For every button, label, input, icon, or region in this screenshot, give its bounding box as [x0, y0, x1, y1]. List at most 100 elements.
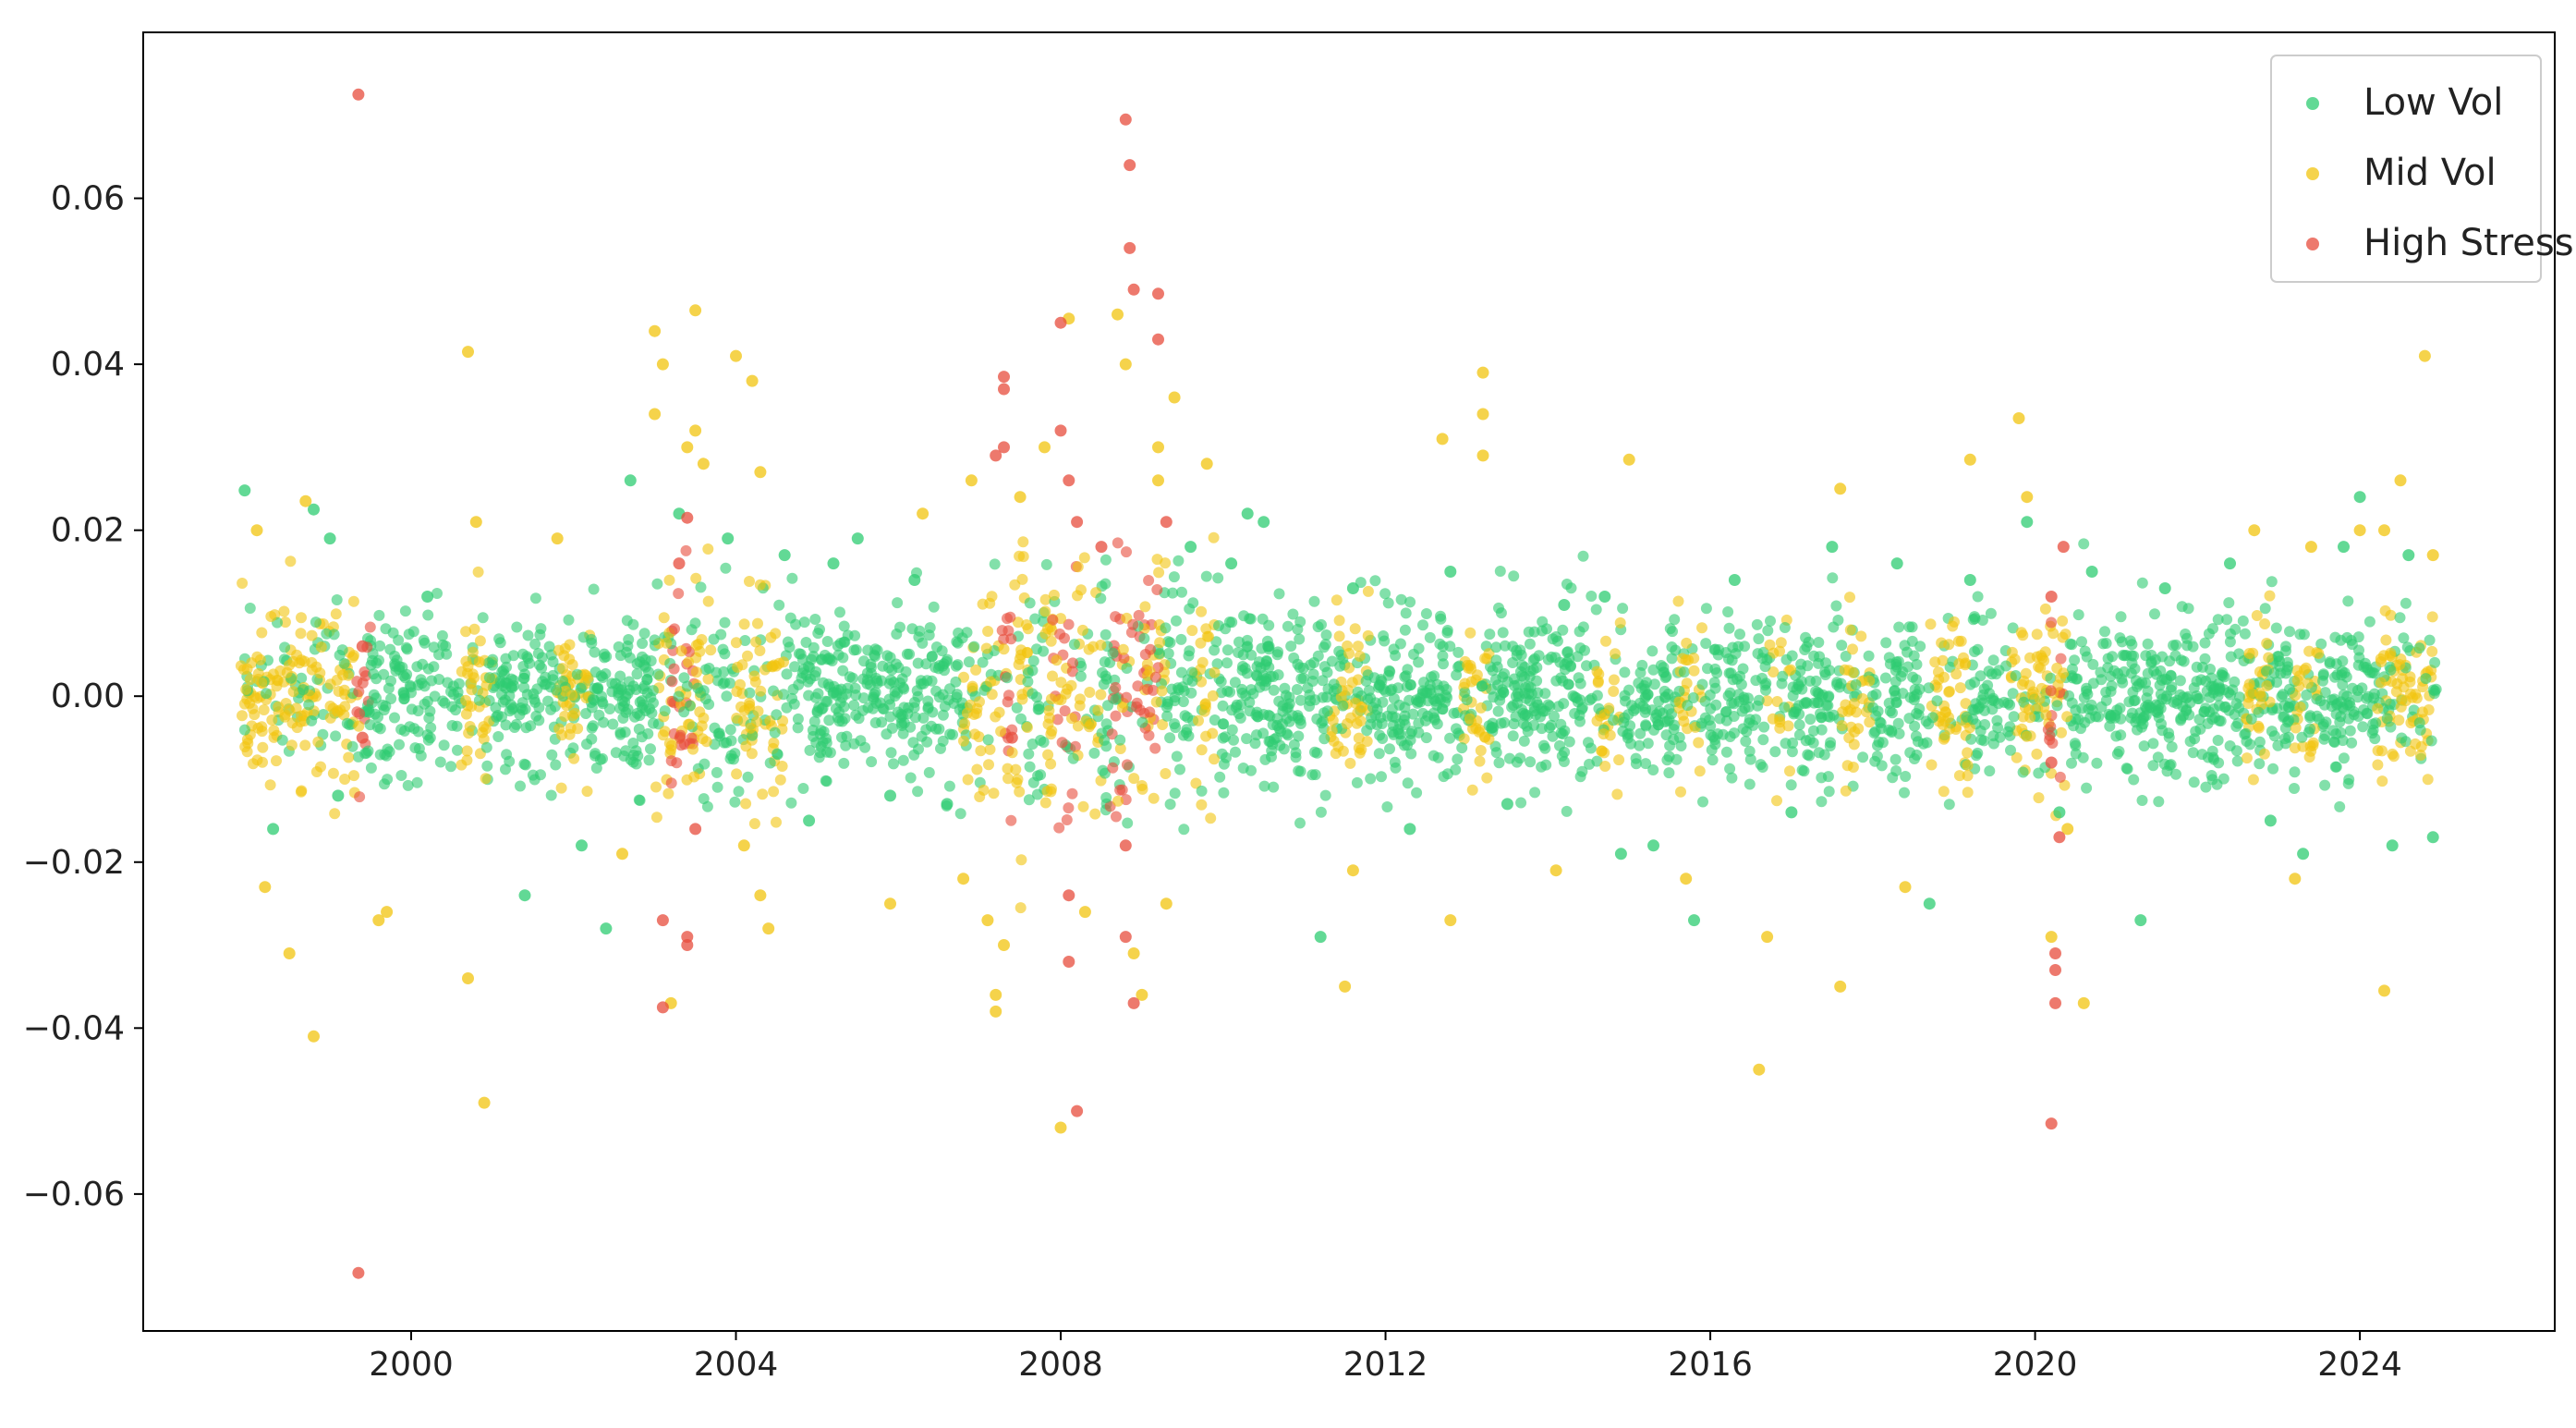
- background-point: [1831, 678, 1843, 690]
- background-point: [1306, 769, 1318, 781]
- background-point: [2147, 738, 2159, 750]
- background-point: [1576, 765, 1588, 777]
- background-point: [2291, 675, 2303, 687]
- background-point: [1318, 733, 1331, 745]
- background-point: [1098, 678, 1110, 690]
- background-point: [480, 741, 492, 753]
- y-tick-label: −0.06: [23, 1176, 125, 1214]
- background-point: [1675, 740, 1687, 751]
- data-point-mid-vol: [1476, 408, 1489, 421]
- background-point: [1909, 753, 1920, 764]
- background-point: [901, 648, 913, 660]
- background-point: [773, 599, 785, 611]
- background-point: [1666, 641, 1678, 653]
- background-point: [705, 644, 717, 656]
- background-point: [1717, 728, 1729, 740]
- background-point: [2422, 774, 2434, 786]
- background-point: [327, 767, 339, 779]
- y-tick-label: 0.00: [51, 677, 125, 715]
- background-point: [1164, 637, 1176, 649]
- background-point: [1529, 787, 1541, 799]
- background-point: [2224, 636, 2236, 648]
- background-point: [1142, 683, 1154, 695]
- data-point-mid-vol: [2061, 823, 2074, 836]
- background-point: [924, 622, 936, 634]
- background-point: [1847, 643, 1858, 655]
- background-point: [2011, 751, 2023, 763]
- background-point: [928, 601, 940, 613]
- background-point: [1401, 680, 1413, 692]
- background-point: [958, 735, 969, 747]
- data-point-mid-vol: [649, 408, 662, 421]
- background-point: [2290, 722, 2302, 734]
- background-point: [698, 712, 710, 724]
- data-point-high-stress: [2049, 964, 2061, 976]
- background-point: [1487, 665, 1499, 677]
- background-point: [739, 635, 751, 646]
- background-point: [1352, 641, 1364, 653]
- background-point: [1029, 613, 1041, 625]
- data-point-high-stress: [673, 557, 686, 570]
- background-point: [1294, 633, 1306, 645]
- legend-marker-high-stress: [2306, 238, 2319, 250]
- background-point: [1060, 688, 1072, 700]
- background-point: [1344, 757, 1356, 769]
- background-point: [864, 679, 876, 690]
- background-point: [897, 754, 909, 766]
- background-point: [1444, 732, 1456, 744]
- data-point-mid-vol: [730, 349, 742, 362]
- data-point-high-stress: [1127, 996, 1140, 1009]
- background-point: [1792, 678, 1804, 690]
- background-point: [950, 676, 962, 688]
- background-point: [1154, 637, 1166, 649]
- background-point: [422, 609, 434, 621]
- background-point: [2241, 752, 2253, 764]
- data-point-high-stress: [990, 449, 1002, 462]
- background-point: [529, 592, 541, 604]
- background-point: [1481, 772, 1493, 784]
- background-point: [364, 621, 376, 633]
- background-point: [740, 798, 752, 810]
- background-point: [500, 653, 512, 665]
- background-point: [1700, 603, 1712, 615]
- background-point: [511, 621, 523, 633]
- background-point: [717, 677, 729, 690]
- background-point: [1529, 653, 1541, 665]
- background-point: [1599, 761, 1611, 772]
- data-point-mid-vol: [1039, 441, 1051, 454]
- background-point: [2420, 673, 2432, 685]
- background-point: [1321, 691, 1332, 703]
- background-point: [668, 663, 680, 675]
- background-point: [329, 808, 341, 820]
- data-point-mid-vol: [1346, 864, 1359, 877]
- background-point: [683, 656, 695, 668]
- data-point-mid-vol: [1168, 391, 1181, 404]
- background-point: [978, 784, 990, 796]
- data-point-mid-vol: [1436, 433, 1449, 445]
- background-point: [331, 594, 343, 605]
- background-point: [402, 779, 414, 791]
- background-point: [1562, 678, 1574, 690]
- background-point: [1187, 597, 1199, 609]
- background-point: [2174, 675, 2186, 687]
- background-point: [1598, 709, 1610, 721]
- background-point: [1752, 648, 1764, 660]
- y-tick-label: 0.04: [51, 346, 125, 384]
- background-point: [1509, 679, 1521, 691]
- background-point: [2120, 763, 2132, 775]
- background-point: [1320, 629, 1332, 641]
- background-point: [1678, 666, 1690, 678]
- background-point: [434, 756, 446, 768]
- background-point: [1360, 675, 1372, 687]
- data-point-mid-vol: [990, 988, 1002, 1001]
- background-point: [939, 665, 950, 677]
- background-point: [1761, 695, 1773, 707]
- background-point: [1884, 658, 1896, 670]
- background-point: [1581, 660, 1592, 672]
- background-point: [995, 726, 1007, 738]
- background-point: [379, 778, 390, 790]
- background-point: [797, 783, 809, 794]
- background-point: [1100, 792, 1112, 803]
- background-point: [2393, 714, 2405, 726]
- background-point: [870, 697, 882, 709]
